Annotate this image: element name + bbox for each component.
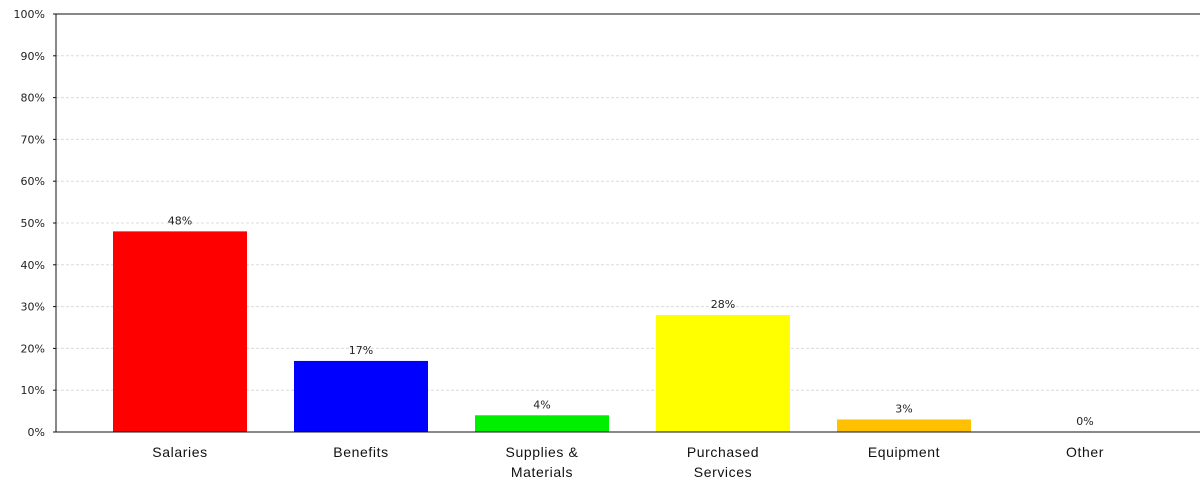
y-tick-labels: 0% 10% 20% 30% 40% 50% 60% 70% 80% 90% 100% — [14, 8, 45, 439]
bar — [475, 415, 609, 432]
category-label: Services — [694, 464, 752, 480]
y-tick-label: 40% — [21, 259, 45, 272]
y-tick-label: 50% — [21, 217, 45, 230]
data-label: 17% — [349, 344, 373, 357]
y-tick-label: 70% — [21, 133, 45, 146]
y-tick-label: 30% — [21, 301, 45, 314]
data-label: 4% — [533, 398, 550, 411]
bar — [294, 360, 428, 432]
category-label: Purchased — [687, 444, 759, 460]
y-tick-label: 10% — [21, 384, 45, 397]
category-label: Benefits — [333, 444, 388, 460]
category-label: Salaries — [152, 444, 207, 460]
data-labels: 48% 17% 4% 28% 3% 0% — [168, 214, 1094, 428]
data-label: 48% — [168, 214, 192, 227]
y-tick-label: 100% — [14, 8, 45, 21]
y-tick-label: 0% — [28, 426, 45, 439]
category-label: Materials — [511, 464, 573, 480]
category-labels: Salaries Benefits Supplies & Materials Purch… — [152, 444, 1104, 480]
category-label: Supplies & — [506, 444, 579, 460]
y-tick-label: 60% — [21, 175, 45, 188]
data-label: 0% — [1076, 415, 1093, 428]
data-label: 28% — [711, 298, 735, 311]
category-label: Equipment — [868, 444, 940, 460]
bar — [113, 231, 247, 432]
y-tick-label: 90% — [21, 50, 45, 63]
bar — [837, 419, 971, 432]
bars — [113, 231, 971, 432]
category-label: Other — [1066, 444, 1104, 460]
y-tick-label: 20% — [21, 342, 45, 355]
bar — [656, 314, 790, 432]
y-tick-label: 80% — [21, 92, 45, 105]
data-label: 3% — [895, 402, 912, 415]
axes — [55, 13, 1200, 433]
